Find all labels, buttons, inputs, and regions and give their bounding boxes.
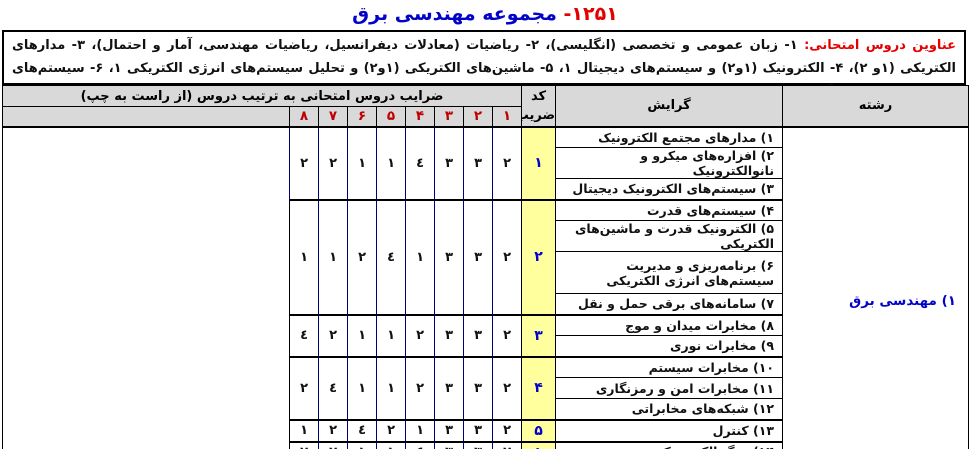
coef-code-group-2: ۲	[521, 199, 557, 316]
coef-g5-s5: ۲	[376, 419, 407, 443]
header-subject-5: ۵	[376, 106, 407, 128]
coef-g1-s4: ٤	[405, 126, 436, 201]
header-coef-code-bottom: ضریب	[523, 107, 556, 123]
orientation-row-9: ۹) مخابرات نوری	[555, 335, 784, 358]
coef-g3-s7: ۲	[318, 314, 349, 358]
coef-g5-s6: ٤	[347, 419, 378, 443]
header-coef-code: کد ضریب	[521, 85, 557, 128]
exam-subjects-label: عناوین دروس امتحانی:	[804, 38, 957, 53]
exam-subjects-note: عناوین دروس امتحانی: ۱- زبان عمومی و تخص…	[2, 30, 966, 99]
coef-g2-s3: ۳	[434, 199, 465, 316]
coef-g3-s3: ۳	[434, 314, 465, 358]
coef-code-group-5: ۵	[521, 419, 557, 443]
coef-g5-s1: ۲	[492, 419, 523, 443]
coef-g5-s7: ۲	[318, 419, 349, 443]
orientation-row-2: ۲) افزاره‌های میکرو و نانوالکترونیک	[555, 147, 784, 179]
coef-g3-s2: ۳	[463, 314, 494, 358]
coef-g3-s8: ٤	[289, 314, 320, 358]
orientation-row-14-label: ۱۴) جنگ الکترونیک	[658, 444, 774, 449]
coef-g1-s1: ۲	[492, 126, 523, 201]
coef-g4-s7: ٤	[318, 356, 349, 421]
coef-code-group-3: ۳	[521, 314, 557, 358]
coef-code-group-6: ۱	[521, 441, 557, 449]
coef-g3-s1: ۲	[492, 314, 523, 358]
orientation-row-8: ۸) مخابرات میدان و موج	[555, 314, 784, 336]
coef-g4-s8: ۲	[289, 356, 320, 421]
coef-g6-s5: ۱	[376, 441, 407, 449]
coef-g2-s2: ۳	[463, 199, 494, 316]
header-coef-span: ضرایب دروس امتحانی به ترتیب دروس (از راس…	[1, 85, 523, 107]
group-name: مجموعه مهندسی برق	[352, 3, 557, 25]
coef-g5-s3: ۳	[434, 419, 465, 443]
coef-g1-s6: ۱	[347, 126, 378, 201]
coef-g2-s7: ۱	[318, 199, 349, 316]
header-orientation: گرایش	[555, 85, 784, 128]
header-empty-wide	[1, 106, 291, 128]
header-subject-7: ۷	[318, 106, 349, 128]
header-subject-4: ۴	[405, 106, 436, 128]
coef-g6-s8: ۲	[289, 441, 320, 449]
coef-g3-s4: ۲	[405, 314, 436, 358]
orientation-row-3: ۳) سیستم‌های الکترونیک دیجیتال	[555, 178, 784, 201]
coef-g4-s1: ۲	[492, 356, 523, 421]
coef-g4-s3: ۳	[434, 356, 465, 421]
orientation-row-13: ۱۳) کنترل	[555, 419, 784, 443]
orientation-row-1: ۱) مدارهای مجتمع الکترونیک	[555, 126, 784, 148]
coef-g2-s5: ٤	[376, 199, 407, 316]
coef-g6-s7: ۲	[318, 441, 349, 449]
coef-g6-s2: ۳	[463, 441, 494, 449]
orientation-row-12: ۱۲) شبکه‌های مخابراتی	[555, 398, 784, 421]
orientation-row-6: ۶) برنامه‌ریزی و مدیریت سیستم‌های انرژی …	[555, 251, 784, 294]
coef-code-group-1: ۱	[521, 126, 557, 201]
coef-g1-s2: ۳	[463, 126, 494, 201]
field-name-cell: ۱) مهندسی برق	[782, 126, 970, 449]
coef-g2-s8: ۱	[289, 199, 320, 316]
header-field: رشته	[782, 85, 970, 128]
coef-g5-s8: ۱	[289, 419, 320, 443]
header-subject-2: ۲	[463, 106, 494, 128]
coef-g2-s6: ۲	[347, 199, 378, 316]
coef-g6-s1: ۲	[492, 441, 523, 449]
coef-g4-s6: ۱	[347, 356, 378, 421]
orientation-row-5: ۵) الکترونیک قدرت و ماشین‌های الکتریکی	[555, 220, 784, 252]
coef-g2-s1: ۲	[492, 199, 523, 316]
group-code: ۱۲۵۱-	[563, 3, 618, 25]
orientation-row-14: ۱۴) جنگ الکترونیک ●●●	[555, 441, 784, 449]
coef-g6-s6: ۱	[347, 441, 378, 449]
header-subject-3: ۳	[434, 106, 465, 128]
coef-g3-s6: ۱	[347, 314, 378, 358]
header-subject-6: ۶	[347, 106, 378, 128]
coef-g5-s2: ۳	[463, 419, 494, 443]
page-title: ۱۲۵۱- مجموعه مهندسی برق	[0, 0, 970, 28]
coef-g2-s4: ۱	[405, 199, 436, 316]
orientation-row-4: ۴) سیستم‌های قدرت	[555, 199, 784, 221]
coef-g6-s4: ٤	[405, 441, 436, 449]
coef-g4-s4: ۲	[405, 356, 436, 421]
coef-g4-s2: ۳	[463, 356, 494, 421]
header-subject-1: ۱	[492, 106, 523, 128]
orientation-row-11: ۱۱) مخابرات امن و رمزنگاری	[555, 377, 784, 399]
coef-g6-s3: ۳	[434, 441, 465, 449]
coef-g4-s5: ۱	[376, 356, 407, 421]
coef-g1-s7: ۲	[318, 126, 349, 201]
orientation-row-7: ۷) سامانه‌های برقی حمل و نقل	[555, 293, 784, 316]
header-subject-8: ۸	[289, 106, 320, 128]
coef-g1-s5: ۱	[376, 126, 407, 201]
coef-g5-s4: ۱	[405, 419, 436, 443]
empty-wide-cell	[1, 126, 291, 449]
orientation-row-10: ۱۰) مخابرات سیستم	[555, 356, 784, 378]
coef-g1-s8: ۲	[289, 126, 320, 201]
coef-g3-s5: ۱	[376, 314, 407, 358]
coefficients-table: رشته گرایش کد ضریب ضرایب دروس امتحانی به…	[1, 85, 970, 449]
header-coef-code-top: کد	[530, 88, 547, 104]
coef-code-group-4: ۴	[521, 356, 557, 421]
coef-g1-s3: ۳	[434, 126, 465, 201]
